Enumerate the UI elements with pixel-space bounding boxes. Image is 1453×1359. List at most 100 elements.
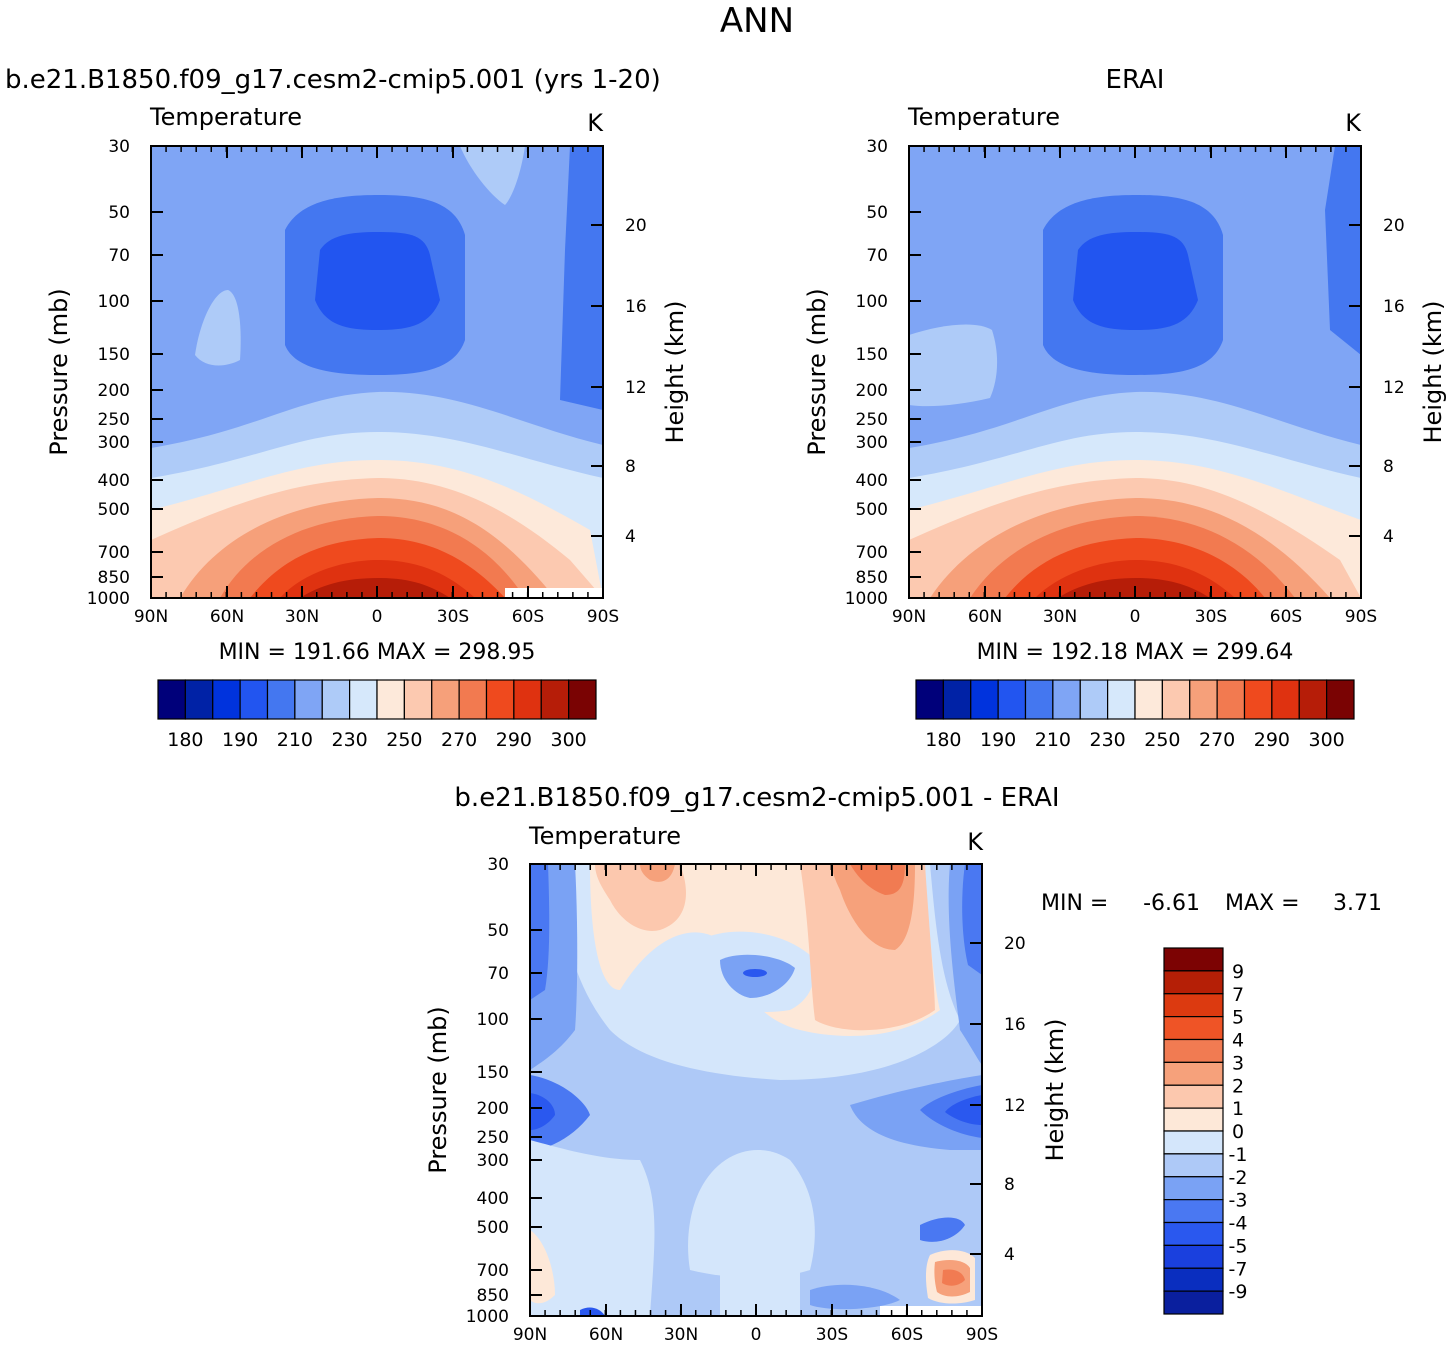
colorbar-swatch bbox=[1163, 1221, 1224, 1246]
y-tick-label: 500 bbox=[98, 500, 130, 520]
y-tick-label: 30 bbox=[866, 137, 888, 157]
colorbar-swatch bbox=[1163, 1199, 1224, 1224]
y2-tick-label: 16 bbox=[1004, 1015, 1026, 1035]
contour-fill bbox=[315, 232, 440, 330]
y-tick-label: 70 bbox=[108, 246, 130, 266]
x-tick-label: 60S bbox=[891, 1325, 923, 1345]
colorbar-swatch bbox=[970, 679, 999, 720]
colorbar-label: -5 bbox=[1229, 1235, 1248, 1257]
x-tick-label: 60N bbox=[210, 607, 244, 627]
colorbar-swatch bbox=[1216, 679, 1246, 720]
x-tick-label: 60N bbox=[589, 1325, 623, 1345]
y2-tick-label: 16 bbox=[625, 297, 647, 317]
colorbar-swatch bbox=[321, 679, 351, 720]
x-tick-label: 90S bbox=[587, 607, 619, 627]
colorbar-label: 3 bbox=[1232, 1052, 1244, 1074]
colorbar-label: 230 bbox=[331, 729, 367, 751]
colorbar-label: 210 bbox=[1035, 729, 1071, 751]
colorbar-swatch bbox=[568, 679, 597, 720]
x-tick-label: 60N bbox=[968, 607, 1002, 627]
contour-fill bbox=[300, 578, 450, 598]
contour-fill bbox=[720, 1270, 800, 1316]
colorbar-label: 210 bbox=[277, 729, 313, 751]
y-tick-label: 850 bbox=[856, 568, 888, 588]
colorbar-swatch bbox=[1163, 1290, 1224, 1315]
y2-tick-label: 16 bbox=[1383, 297, 1405, 317]
y-tick-label: 30 bbox=[108, 137, 130, 157]
y-tick-label: 250 bbox=[98, 410, 130, 430]
panel-right-colorbar: 180 190 210 230 250 270 290 300 bbox=[915, 679, 1355, 751]
contour-fill bbox=[530, 864, 550, 1000]
y2-tick-label: 20 bbox=[1383, 216, 1405, 236]
x-tick-label: 30S bbox=[437, 607, 469, 627]
y-tick-label: 100 bbox=[856, 292, 888, 312]
colorbar-label: 250 bbox=[1144, 729, 1180, 751]
colorbar-swatch bbox=[1163, 1038, 1224, 1063]
panel-right-variable: Temperature bbox=[907, 103, 1060, 131]
panel-right-ylabel: Pressure (mb) bbox=[803, 288, 831, 455]
colorbar-swatch bbox=[1163, 1061, 1224, 1086]
y-tick-label: 400 bbox=[856, 471, 888, 491]
x-tick-label: 90N bbox=[134, 607, 168, 627]
colorbar-label: 180 bbox=[167, 729, 203, 751]
panel-diff-stats-min: -6.61 bbox=[1143, 891, 1200, 916]
panel-diff-axes: 90N 60N 30N 0 30S 60S 90S 30 50 70 100 150 200 250 300… bbox=[466, 855, 1026, 1345]
panel-left-units: K bbox=[587, 109, 604, 137]
colorbar-label: 270 bbox=[1199, 729, 1235, 751]
y-tick-label: 1000 bbox=[845, 589, 888, 609]
y2-tick-label: 4 bbox=[1383, 527, 1394, 547]
y-tick-label: 400 bbox=[98, 471, 130, 491]
contour-fill bbox=[1073, 232, 1198, 330]
y2-tick-label: 4 bbox=[625, 527, 636, 547]
colorbar-label: -7 bbox=[1229, 1258, 1248, 1280]
panel-diff-title: b.e21.B1850.f09_g17.cesm2-cmip5.001 - ER… bbox=[454, 783, 1059, 813]
panel-left-title: b.e21.B1850.f09_g17.cesm2-cmip5.001 (yrs… bbox=[5, 65, 661, 95]
colorbar-swatch bbox=[1163, 993, 1224, 1018]
panel-diff-units: K bbox=[967, 828, 984, 856]
colorbar-label: 270 bbox=[441, 729, 477, 751]
x-tick-label: 90N bbox=[513, 1325, 547, 1345]
colorbar-swatch bbox=[1163, 1084, 1224, 1109]
y-tick-label: 100 bbox=[477, 1010, 509, 1030]
x-tick-label: 30S bbox=[1195, 607, 1227, 627]
y-tick-label: 300 bbox=[856, 433, 888, 453]
colorbar-swatch bbox=[915, 679, 944, 720]
contour-fill bbox=[850, 1075, 982, 1150]
colorbar-swatch bbox=[184, 679, 214, 720]
y2-tick-label: 12 bbox=[1004, 1096, 1026, 1116]
colorbar-label: 2 bbox=[1232, 1075, 1244, 1097]
y-tick-label: 700 bbox=[98, 543, 130, 563]
y-tick-label: 150 bbox=[856, 345, 888, 365]
panel-diff-plot-area bbox=[529, 863, 983, 1317]
x-tick-label: 90S bbox=[966, 1325, 998, 1345]
colorbar-swatch bbox=[294, 679, 323, 720]
y-tick-label: 200 bbox=[856, 381, 888, 401]
colorbar-swatch bbox=[1134, 679, 1163, 720]
y-tick-label: 50 bbox=[866, 203, 888, 223]
y-tick-label: 150 bbox=[477, 1063, 509, 1083]
colorbar-swatch bbox=[1271, 679, 1300, 720]
contour-fill bbox=[580, 1307, 605, 1316]
colorbar-swatch bbox=[431, 679, 460, 720]
colorbar-swatch bbox=[403, 679, 433, 720]
colorbar-swatch bbox=[1298, 679, 1328, 720]
y2-tick-label: 20 bbox=[625, 216, 647, 236]
y2-tick-label: 8 bbox=[1004, 1175, 1015, 1195]
y-tick-label: 50 bbox=[108, 203, 130, 223]
contour-fill bbox=[560, 146, 603, 410]
colorbar-label: 0 bbox=[1232, 1121, 1244, 1143]
panel-diff-stats-min-label: MIN = bbox=[1041, 891, 1108, 916]
contour-fill bbox=[195, 290, 241, 366]
colorbar-label: 230 bbox=[1089, 729, 1125, 751]
x-tick-label: 0 bbox=[372, 607, 383, 627]
contour-fill bbox=[962, 864, 982, 975]
contour-fill bbox=[1325, 146, 1361, 355]
colorbar-swatch bbox=[1052, 679, 1081, 720]
colorbar-label: -9 bbox=[1229, 1281, 1248, 1303]
y-tick-label: 200 bbox=[98, 381, 130, 401]
panel-left-axes: 90N 60N 30N 0 30S 60S 90S 30 50 70 100 150 200 250 300… bbox=[87, 137, 647, 627]
y2-tick-label: 12 bbox=[1383, 378, 1405, 398]
panel-diff-stats-max-label: MAX = bbox=[1225, 891, 1300, 916]
panel-diff: b.e21.B1850.f09_g17.cesm2-cmip5.001 - ER… bbox=[424, 783, 1382, 1345]
